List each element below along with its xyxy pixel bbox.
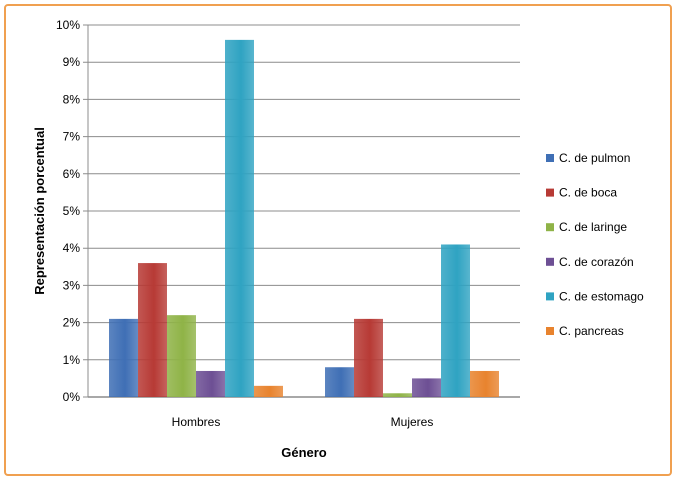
- legend-swatch: [546, 188, 554, 197]
- bar-c-de-boca-mujeres: [354, 318, 383, 397]
- bars-layer: [109, 39, 499, 397]
- bar-c-pancreas-hombres: [254, 385, 283, 397]
- bar-c-de-laringe-mujeres: [383, 393, 412, 397]
- bar-c-de-coraz-n-mujeres: [412, 378, 441, 397]
- legend-label: C. de laringe: [559, 220, 627, 234]
- y-axis-title: Representación porcentual: [32, 127, 47, 295]
- y-tick-labels: 0% 1% 2% 3% 4% 5% 6% 7% 8% 9% 10%: [56, 18, 80, 404]
- x-tick-label: Hombres: [172, 415, 221, 429]
- bar-c-de-estomago-hombres: [225, 39, 254, 397]
- y-tick-label: 10%: [56, 18, 80, 32]
- y-tick-label: 4%: [63, 241, 81, 255]
- y-tick-label: 9%: [63, 55, 81, 69]
- y-tick-label: 0%: [63, 390, 81, 404]
- bar-c-de-pulmon-mujeres: [325, 367, 354, 397]
- legend-swatch: [546, 257, 554, 266]
- bar-c-de-boca-hombres: [138, 263, 167, 397]
- legend-swatch: [546, 223, 554, 232]
- x-tick-labels: Hombres Mujeres: [172, 415, 434, 429]
- y-tick-label: 5%: [63, 204, 81, 218]
- legend: C. de pulmon C. de boca C. de laringe C. de…: [546, 151, 644, 338]
- y-tick-label: 6%: [63, 167, 81, 181]
- legend-label: C. de pulmon: [559, 151, 630, 165]
- y-tick-label: 8%: [63, 92, 81, 106]
- legend-swatch: [546, 327, 554, 335]
- bar-c-de-estomago-mujeres: [441, 244, 470, 397]
- x-axis-title: Género: [281, 445, 327, 460]
- bar-c-de-laringe-hombres: [167, 315, 196, 397]
- bar-c-de-coraz-n-hombres: [196, 370, 225, 397]
- legend-swatch: [546, 292, 554, 301]
- y-tick-label: 7%: [63, 130, 81, 144]
- bar-c-de-pulmon-hombres: [109, 318, 138, 397]
- legend-label: C. pancreas: [559, 324, 624, 338]
- y-tick-label: 1%: [63, 353, 81, 367]
- y-tick-label: 3%: [63, 278, 81, 292]
- bar-c-pancreas-mujeres: [470, 370, 499, 397]
- legend-label: C. de corazón: [559, 255, 634, 269]
- y-tick-label: 2%: [63, 316, 81, 330]
- legend-label: C. de boca: [559, 186, 617, 200]
- x-tick-label: Mujeres: [391, 415, 434, 429]
- legend-swatch: [546, 154, 554, 162]
- legend-label: C. de estomago: [559, 289, 644, 303]
